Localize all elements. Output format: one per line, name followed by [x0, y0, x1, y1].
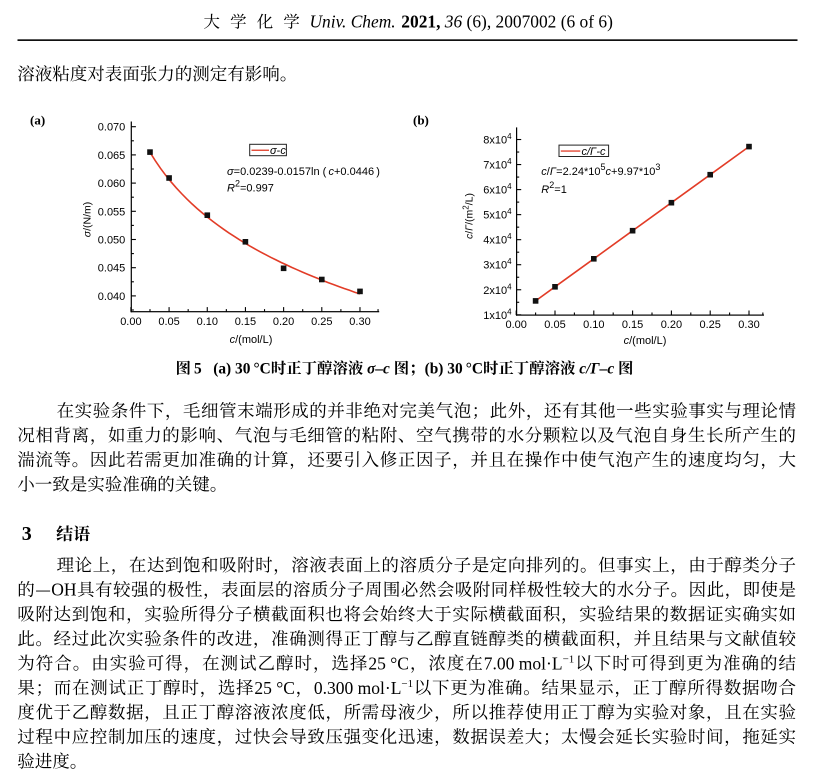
svg-text:0.065: 0.065	[98, 150, 126, 162]
svg-text:0.040: 0.040	[98, 291, 126, 303]
svg-text:5 (a) 30 °C: 5 (a) 30 °C	[191, 361, 271, 378]
svg-text:2x104: 2x104	[483, 282, 512, 297]
svg-text:(a): (a)	[30, 113, 45, 128]
svg-text:7.00 mol·L: 7.00 mol·L	[484, 653, 563, 673]
svg-text:c/Γ–c: c/Γ–c	[575, 361, 618, 378]
svg-text:0.10: 0.10	[583, 319, 604, 331]
svg-text:8x104: 8x104	[483, 132, 512, 147]
svg-text:Univ. Chem.: Univ. Chem.	[310, 12, 400, 32]
svg-text:c/(mol/L): c/(mol/L)	[624, 335, 667, 347]
svg-text:c/Γ/(m2/L): c/Γ/(m2/L)	[462, 193, 476, 239]
svg-text:R2=0.997: R2=0.997	[227, 179, 274, 195]
svg-text:3x104: 3x104	[483, 257, 512, 272]
svg-text:0.070: 0.070	[98, 122, 126, 134]
svg-text:0.25: 0.25	[699, 319, 720, 331]
svg-text:0.055: 0.055	[98, 206, 126, 218]
svg-text:σ–c: σ–c	[363, 361, 394, 378]
svg-text:36: 36	[444, 12, 463, 32]
svg-text:0.045: 0.045	[98, 263, 126, 275]
svg-text:0.10: 0.10	[197, 316, 218, 328]
svg-text:0.30: 0.30	[738, 319, 759, 331]
svg-text:2021,: 2021,	[401, 12, 444, 32]
svg-text:3: 3	[22, 523, 32, 545]
svg-text:(6), 2007002 (6 of 6): (6), 2007002 (6 of 6)	[462, 12, 613, 32]
svg-text:c/Γ=2.24*105c+9.97*103: c/Γ=2.24*105c+9.97*103	[541, 162, 660, 178]
svg-text:0.25: 0.25	[311, 316, 332, 328]
svg-text:0.05: 0.05	[158, 316, 179, 328]
svg-text:σ/(N/m): σ/(N/m)	[82, 202, 94, 238]
svg-text:0.20: 0.20	[273, 316, 294, 328]
svg-text:σ=0.0239-0.0157ln ( c+0.0446 ): σ=0.0239-0.0157ln ( c+0.0446 )	[227, 166, 380, 178]
svg-text:0.15: 0.15	[622, 319, 643, 331]
svg-text:0.20: 0.20	[661, 319, 682, 331]
svg-text:0.00: 0.00	[505, 319, 526, 331]
svg-text:0.050: 0.050	[98, 235, 126, 247]
svg-text:−1: −1	[401, 678, 413, 690]
svg-text:(b) 30 °C: (b) 30 °C	[425, 361, 483, 378]
svg-text:0.15: 0.15	[235, 316, 256, 328]
svg-text:0.060: 0.060	[98, 178, 126, 190]
svg-text:0.00: 0.00	[120, 316, 141, 328]
svg-text:σ-c: σ-c	[270, 145, 286, 157]
svg-text:5x104: 5x104	[483, 207, 512, 222]
svg-text:1x104: 1x104	[483, 307, 512, 322]
svg-text:c/Γ-c: c/Γ-c	[582, 146, 606, 158]
svg-text:OH: OH	[51, 580, 77, 600]
svg-text:4x104: 4x104	[483, 232, 512, 247]
svg-text:0.05: 0.05	[544, 319, 565, 331]
svg-text:6x104: 6x104	[483, 182, 512, 197]
svg-text:7x104: 7x104	[483, 157, 512, 172]
svg-text:R2=1: R2=1	[541, 180, 567, 196]
svg-text:0.300 mol·L: 0.300 mol·L	[314, 678, 402, 698]
svg-text:c/(mol/L): c/(mol/L)	[230, 334, 273, 346]
svg-text:0.30: 0.30	[349, 316, 370, 328]
svg-text:25 °C: 25 °C	[254, 678, 295, 698]
svg-text:25 °C: 25 °C	[368, 653, 409, 673]
svg-text:(b): (b)	[413, 113, 429, 128]
svg-text:−1: −1	[563, 654, 575, 666]
